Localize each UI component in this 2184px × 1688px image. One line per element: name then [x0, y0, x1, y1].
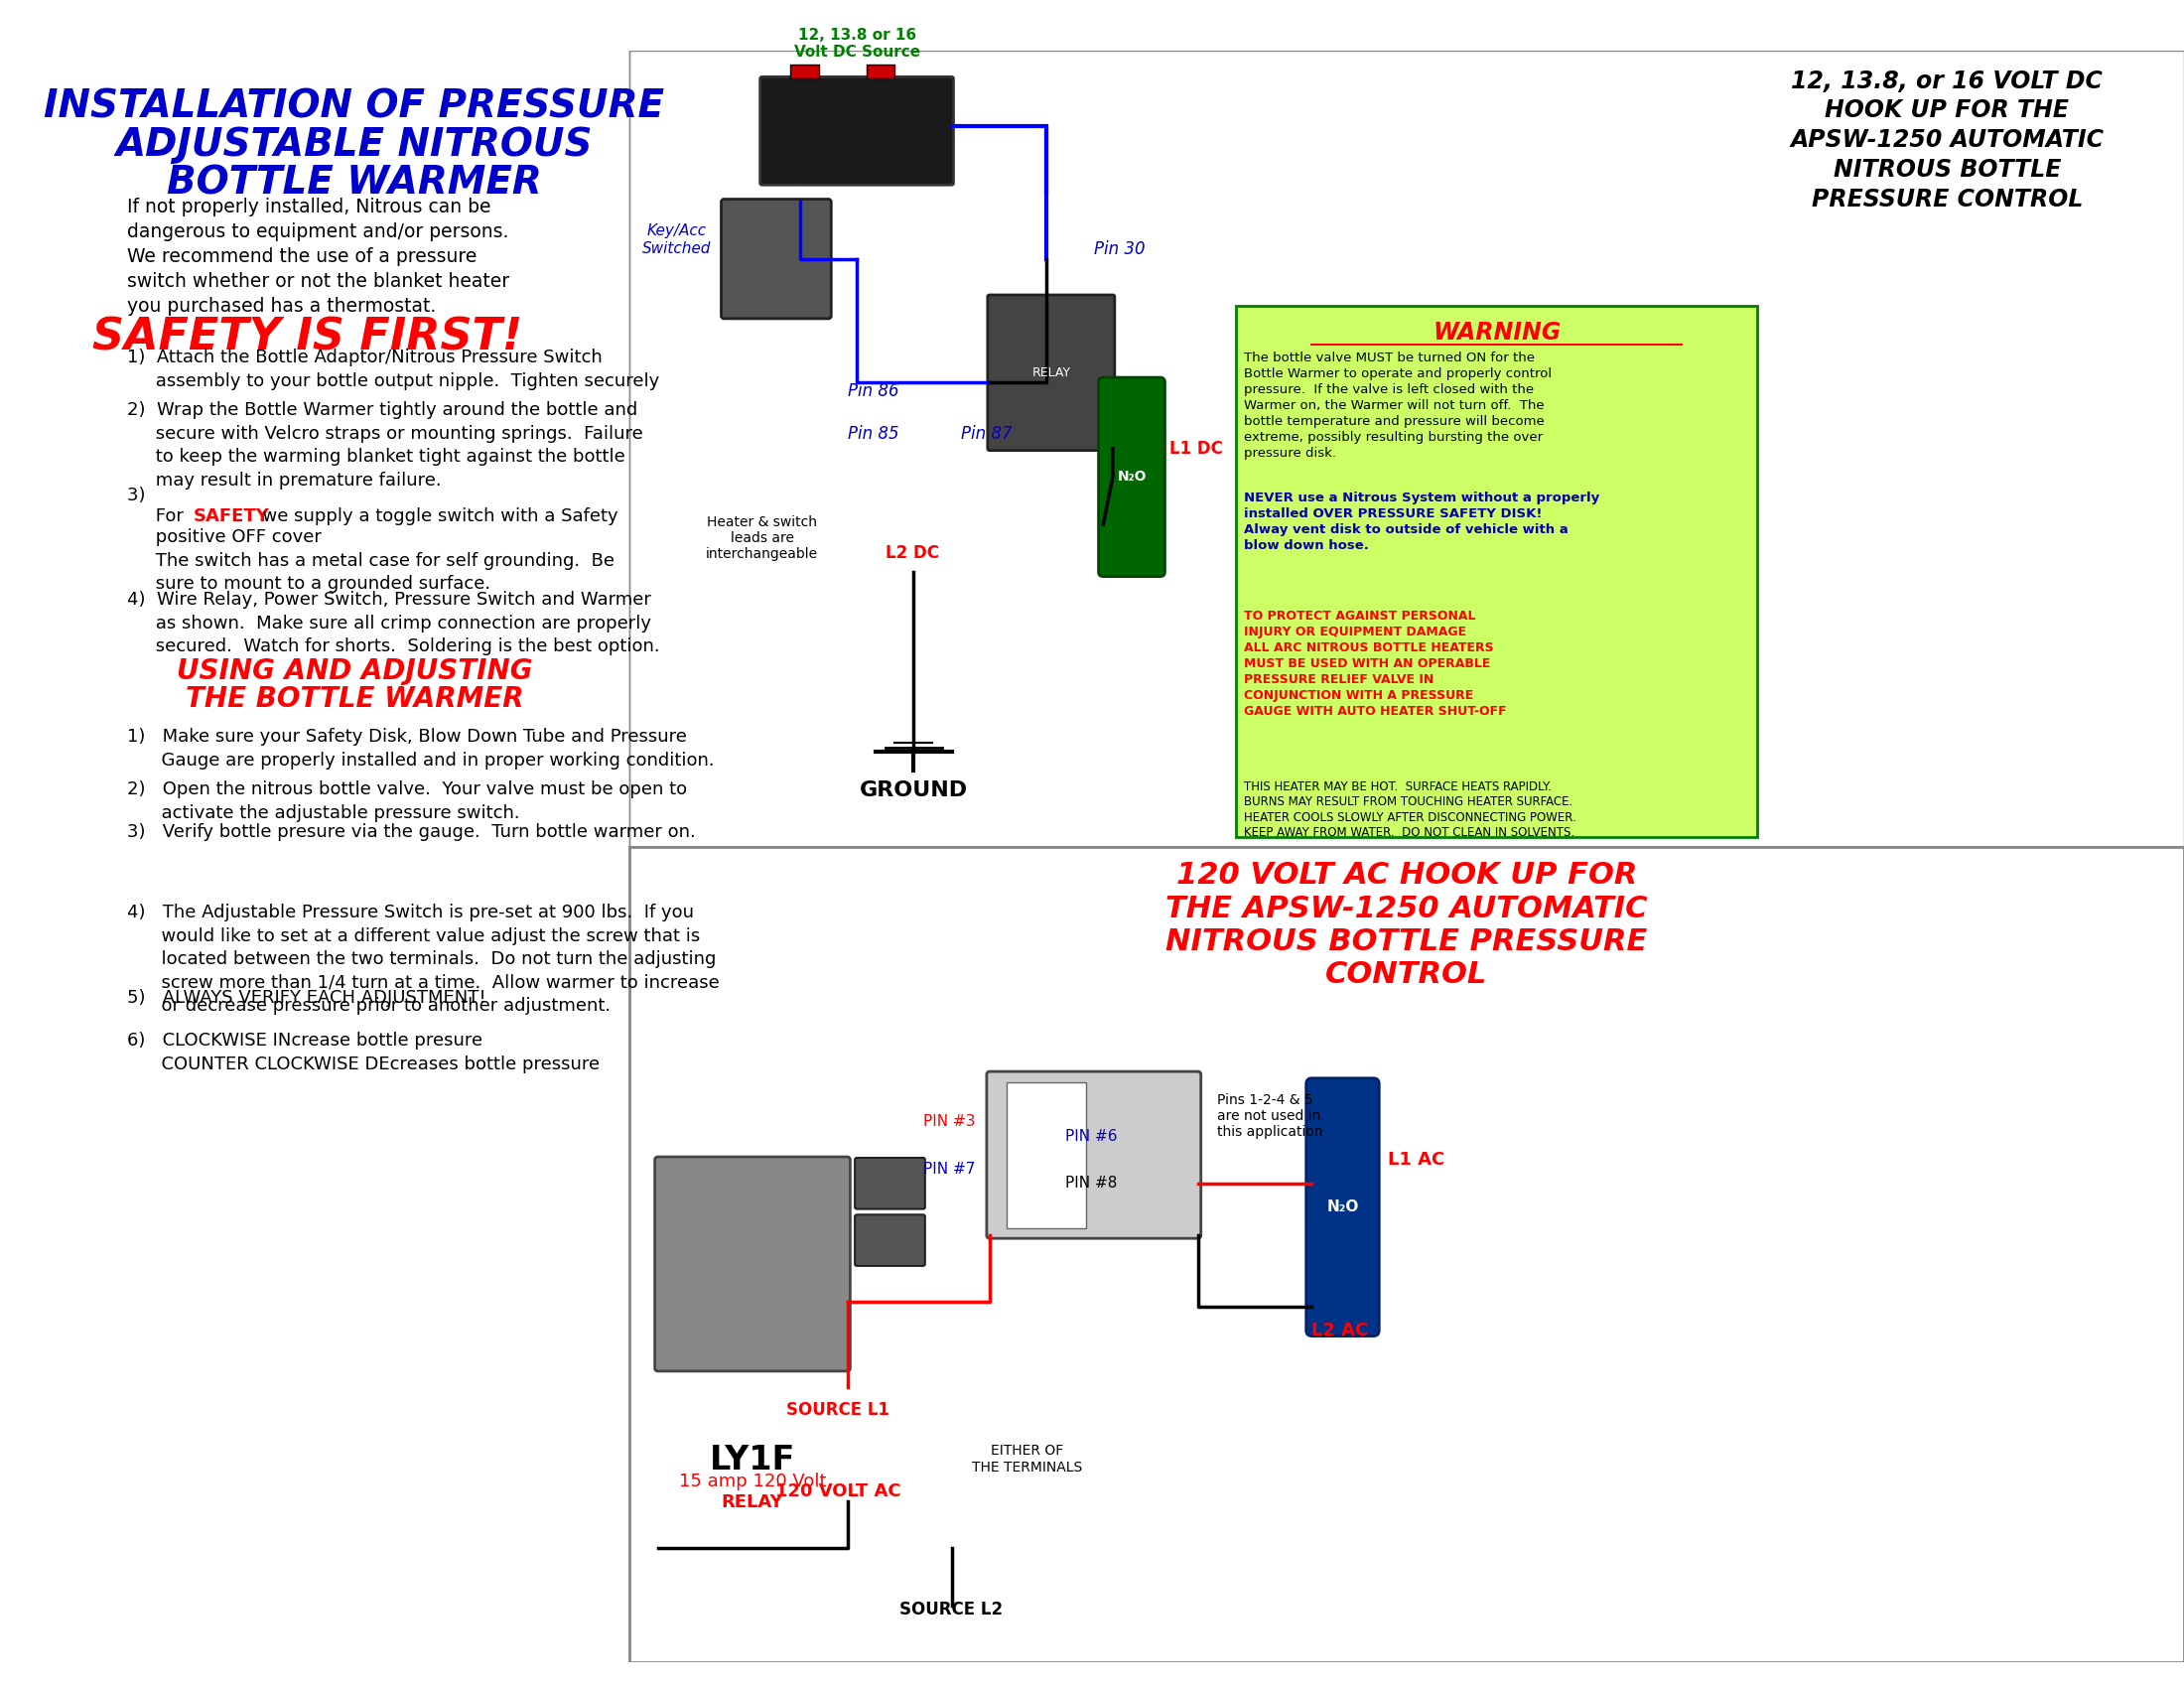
Text: SOURCE L2: SOURCE L2 [900, 1600, 1002, 1619]
FancyBboxPatch shape [987, 295, 1114, 451]
Text: Pin 30: Pin 30 [1094, 240, 1144, 258]
Bar [629, 51, 2184, 847]
Text: For: For [127, 508, 190, 525]
FancyBboxPatch shape [854, 1215, 926, 1266]
Text: 1)  Attach the Bottle Adaptor/Nitrous Pressure Switch
     assembly to your bott: 1) Attach the Bottle Adaptor/Nitrous Pre… [127, 349, 660, 390]
Text: L1 DC: L1 DC [1171, 439, 1223, 457]
Text: 120 VOLT AC: 120 VOLT AC [775, 1482, 900, 1501]
Text: USING AND ADJUSTING: USING AND ADJUSTING [177, 657, 533, 685]
Text: CONTROL: CONTROL [1326, 960, 1487, 989]
Text: Key/Acc
Switched: Key/Acc Switched [642, 225, 712, 257]
FancyBboxPatch shape [721, 199, 832, 319]
Text: 12, 13.8 or 16
Volt DC Source: 12, 13.8 or 16 Volt DC Source [793, 27, 919, 59]
Bar [867, 64, 895, 79]
Text: PIN #8: PIN #8 [1066, 1177, 1118, 1190]
Text: Pin 86: Pin 86 [847, 383, 898, 400]
Text: L2 DC: L2 DC [885, 544, 939, 562]
Text: 3)   Verify bottle presure via the gauge.  Turn bottle warmer on.: 3) Verify bottle presure via the gauge. … [127, 824, 695, 841]
Text: 120 VOLT AC HOOK UP FOR: 120 VOLT AC HOOK UP FOR [1177, 861, 1638, 890]
Text: 15 amp 120 Volt: 15 amp 120 Volt [679, 1472, 826, 1491]
Text: L2 AC: L2 AC [1313, 1322, 1369, 1339]
FancyBboxPatch shape [1099, 378, 1164, 577]
Text: Heater & switch
leads are
interchangeable: Heater & switch leads are interchangeabl… [705, 515, 819, 560]
FancyBboxPatch shape [987, 1072, 1201, 1239]
FancyBboxPatch shape [1306, 1079, 1378, 1337]
Text: NITROUS BOTTLE PRESSURE: NITROUS BOTTLE PRESSURE [1166, 927, 1647, 955]
Text: EITHER OF
THE TERMINALS: EITHER OF THE TERMINALS [972, 1445, 1083, 1474]
Text: N₂O: N₂O [1116, 469, 1147, 484]
Text: GROUND: GROUND [860, 780, 968, 800]
Text: ADJUSTABLE NITROUS: ADJUSTABLE NITROUS [116, 127, 592, 164]
FancyBboxPatch shape [655, 1156, 850, 1371]
Text: 5)   ALWAYS VERIFY EACH ADJUSTMENT!: 5) ALWAYS VERIFY EACH ADJUSTMENT! [127, 989, 485, 1006]
Text: RELAY: RELAY [721, 1494, 784, 1511]
Text: 1)   Make sure your Safety Disk, Blow Down Tube and Pressure
      Gauge are pro: 1) Make sure your Safety Disk, Blow Down… [127, 728, 714, 770]
Text: 4)   The Adjustable Pressure Switch is pre-set at 900 lbs.  If you
      would l: 4) The Adjustable Pressure Switch is pre… [127, 903, 719, 1014]
Text: THE APSW-1250 AUTOMATIC: THE APSW-1250 AUTOMATIC [1166, 895, 1647, 923]
Text: 4)  Wire Relay, Power Switch, Pressure Switch and Warmer
     as shown.  Make su: 4) Wire Relay, Power Switch, Pressure Sw… [127, 591, 660, 655]
Text: 3): 3) [127, 486, 157, 505]
Text: 2)   Open the nitrous bottle valve.  Your valve must be open to
      activate t: 2) Open the nitrous bottle valve. Your v… [127, 780, 686, 822]
Text: INSTALLATION OF PRESSURE: INSTALLATION OF PRESSURE [44, 88, 664, 127]
Text: WARNING: WARNING [1433, 321, 1562, 344]
Text: L1 AC: L1 AC [1387, 1151, 1444, 1168]
FancyBboxPatch shape [854, 1158, 926, 1209]
Text: we supply a toggle switch with a Safety: we supply a toggle switch with a Safety [251, 508, 618, 525]
Text: Pin 85: Pin 85 [847, 425, 898, 444]
FancyBboxPatch shape [760, 78, 954, 186]
Text: The bottle valve MUST be turned ON for the
Bottle Warmer to operate and properly: The bottle valve MUST be turned ON for t… [1243, 351, 1551, 461]
FancyBboxPatch shape [1236, 306, 1758, 837]
Text: 12, 13.8, or 16 VOLT DC
HOOK UP FOR THE
APSW-1250 AUTOMATIC
NITROUS BOTTLE
PRESS: 12, 13.8, or 16 VOLT DC HOOK UP FOR THE … [1791, 69, 2103, 211]
Text: THIS HEATER MAY BE HOT.  SURFACE HEATS RAPIDLY.
BURNS MAY RESULT FROM TOUCHING H: THIS HEATER MAY BE HOT. SURFACE HEATS RA… [1243, 780, 1577, 839]
Text: THE BOTTLE WARMER: THE BOTTLE WARMER [186, 685, 524, 714]
Text: SAFETY IS FIRST!: SAFETY IS FIRST! [92, 316, 522, 358]
Text: PIN #6: PIN #6 [1066, 1129, 1118, 1143]
Text: N₂O: N₂O [1328, 1200, 1358, 1215]
Text: LY1F: LY1F [710, 1445, 795, 1477]
Text: BOTTLE WARMER: BOTTLE WARMER [166, 164, 542, 203]
Text: SOURCE L1: SOURCE L1 [786, 1401, 889, 1420]
FancyBboxPatch shape [1007, 1082, 1085, 1227]
Text: PIN #3: PIN #3 [924, 1114, 976, 1129]
Text: RELAY: RELAY [1031, 366, 1070, 380]
Text: TO PROTECT AGAINST PERSONAL
INJURY OR EQUIPMENT DAMAGE
ALL ARC NITROUS BOTTLE HE: TO PROTECT AGAINST PERSONAL INJURY OR EQ… [1243, 609, 1507, 717]
Text: Pin 87: Pin 87 [961, 425, 1013, 444]
Text: SAFETY: SAFETY [192, 508, 269, 525]
Text: NEVER use a Nitrous System without a properly
installed OVER PRESSURE SAFETY DIS: NEVER use a Nitrous System without a pro… [1243, 491, 1599, 552]
Text: 2)  Wrap the Bottle Warmer tightly around the bottle and
     secure with Velcro: 2) Wrap the Bottle Warmer tightly around… [127, 402, 642, 490]
Text: If not properly installed, Nitrous can be
dangerous to equipment and/or persons.: If not properly installed, Nitrous can b… [127, 197, 509, 316]
Text: PIN #7: PIN #7 [924, 1161, 974, 1177]
Text: positive OFF cover
     The switch has a metal case for self grounding.  Be
    : positive OFF cover The switch has a meta… [127, 528, 614, 592]
Text: 6)   CLOCKWISE INcrease bottle presure
      COUNTER CLOCKWISE DEcreases bottle : 6) CLOCKWISE INcrease bottle presure COU… [127, 1031, 598, 1074]
Bar [791, 64, 819, 79]
Text: Pins 1-2-4 & 5
are not used in
this application: Pins 1-2-4 & 5 are not used in this appl… [1216, 1094, 1324, 1139]
Bar [629, 847, 2184, 1663]
